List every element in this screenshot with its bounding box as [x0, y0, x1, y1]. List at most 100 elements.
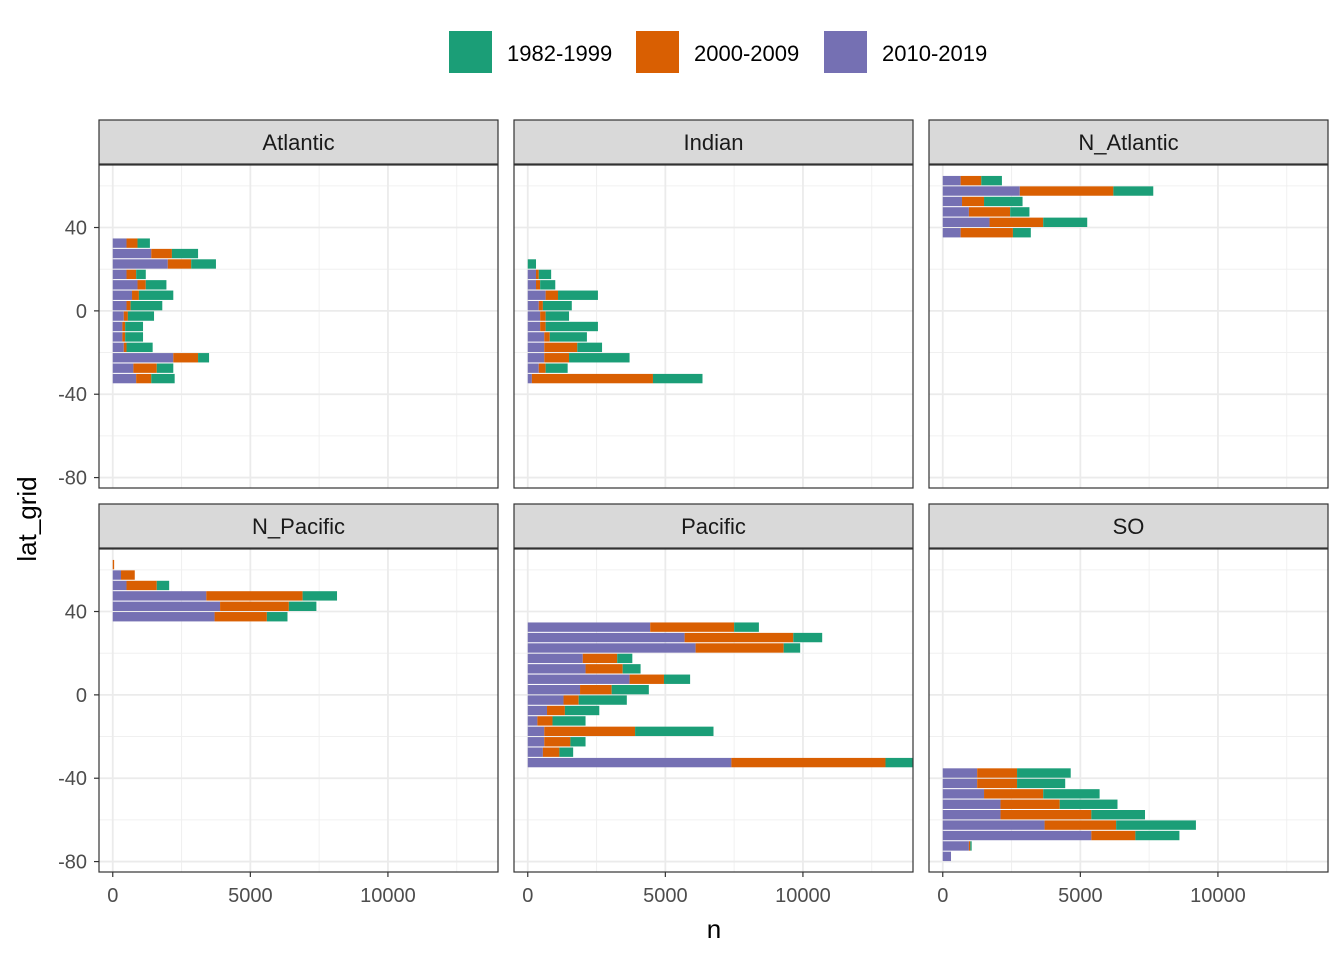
bar-N_Atlantic-37.5-2000-2009 [960, 228, 1013, 238]
x-tick-label: 0 [937, 885, 948, 907]
bar-Indian--12.5-1982-1999 [549, 332, 587, 342]
bar-N_Atlantic-37.5-1982-1999 [1012, 228, 1031, 238]
panel-border-Pacific [513, 548, 914, 873]
bar-Indian--27.5-2010-2019 [527, 363, 539, 373]
bar-N_Atlantic-42.5-2000-2009 [989, 217, 1044, 227]
y-tick-label: -80 [58, 852, 87, 874]
bar-Atlantic--12.5-2000-2009 [122, 332, 126, 342]
bar-Atlantic--27.5-2000-2009 [133, 363, 157, 373]
bar-Indian--17.5-1982-1999 [577, 342, 603, 353]
bar-Pacific-27.5-1982-1999 [793, 632, 823, 643]
bar-N_Atlantic-47.5-2010-2019 [942, 207, 969, 217]
legend-label-2010-2019: 2010-2019 [882, 41, 987, 66]
bar-Indian-2.5-2010-2019 [527, 300, 539, 311]
bar-SO--57.5-2000-2009 [1000, 810, 1092, 820]
bar-SO--42.5-2010-2019 [942, 778, 978, 789]
bar-Indian-7.5-2010-2019 [527, 290, 546, 300]
panel-N_Pacific: N_Pacific [98, 503, 499, 873]
x-tick-label: 0 [107, 885, 118, 907]
bar-Indian-12.5-2010-2019 [527, 280, 537, 290]
bar-Pacific-12.5-2000-2009 [585, 664, 623, 674]
bar-Atlantic-32.5-2010-2019 [112, 238, 127, 248]
bar-N_Atlantic-52.5-1982-1999 [984, 196, 1023, 207]
bar-Pacific--27.5-2010-2019 [527, 747, 543, 757]
strip-Pacific [513, 503, 914, 549]
bar-N_Atlantic-62.5-1982-1999 [981, 175, 1002, 186]
bar-Pacific--22.5-2010-2019 [527, 737, 545, 747]
bar-N_Atlantic-62.5-2000-2009 [960, 175, 982, 186]
bar-N_Atlantic-57.5-1982-1999 [1113, 186, 1154, 196]
bar-SO--47.5-2000-2009 [984, 789, 1044, 799]
x-tick-label: 10000 [775, 885, 831, 907]
bar-Pacific--22.5-1982-1999 [570, 737, 586, 747]
gridlines-Atlantic [99, 165, 498, 488]
bar-Atlantic--22.5-2000-2009 [173, 353, 199, 363]
bar-Atlantic-12.5-2000-2009 [137, 280, 146, 290]
bar-Atlantic-17.5-1982-1999 [136, 269, 146, 280]
bar-Pacific-7.5-1982-1999 [663, 674, 691, 684]
strip-Indian [513, 119, 914, 165]
y-tick-label: -40 [58, 768, 87, 790]
gridlines-SO [929, 549, 1328, 872]
bar-Indian-2.5-2000-2009 [538, 300, 543, 311]
bar-Pacific-22.5-2010-2019 [527, 643, 696, 653]
panel-Atlantic: Atlantic [98, 119, 499, 489]
bar-Pacific--12.5-2010-2019 [527, 716, 538, 726]
bar-Indian-12.5-2000-2009 [536, 280, 541, 290]
y-tick-label: 0 [76, 685, 87, 707]
x-tick-label: 5000 [643, 885, 688, 907]
bar-SO--52.5-1982-1999 [1059, 799, 1118, 809]
panel-SO: SO [928, 503, 1329, 873]
gridlines-Pacific [514, 549, 913, 872]
bar-Indian-17.5-2010-2019 [527, 269, 537, 280]
bar-SO--37.5-1982-1999 [1017, 768, 1071, 778]
bar-Indian--32.5-1982-1999 [652, 373, 703, 384]
bar-N_Atlantic-37.5-2010-2019 [942, 228, 961, 238]
bar-N_Atlantic-52.5-2000-2009 [962, 196, 985, 207]
bar-Pacific-2.5-2000-2009 [580, 684, 612, 695]
bar-N_Atlantic-42.5-1982-1999 [1043, 217, 1088, 227]
y-tick-label: 40 [65, 218, 87, 240]
legend-key-2010-2019 [824, 31, 867, 73]
legend-label-1982-1999: 1982-1999 [507, 41, 612, 66]
strip-label-Pacific: Pacific [681, 514, 746, 539]
bar-Atlantic--12.5-1982-1999 [125, 332, 144, 342]
x-tick-label: 10000 [360, 885, 416, 907]
bar-Pacific--17.5-2010-2019 [527, 726, 545, 737]
bar-Indian--22.5-1982-1999 [569, 353, 630, 363]
strip-label-SO: SO [1113, 514, 1145, 539]
bar-Pacific--32.5-1982-1999 [885, 757, 913, 768]
bar-N_Pacific-57.5-2000-2009 [121, 570, 135, 580]
strip-label-N_Pacific: N_Pacific [252, 514, 345, 539]
bar-SO--67.5-2010-2019 [942, 830, 1092, 841]
bar-Indian-17.5-2000-2009 [536, 269, 539, 280]
plot-area-Atlantic [99, 165, 498, 488]
bar-Pacific-32.5-2010-2019 [527, 622, 651, 632]
legend-key-2000-2009 [636, 31, 679, 73]
bar-Indian--2.5-2000-2009 [540, 311, 546, 321]
bar-SO--42.5-1982-1999 [1017, 778, 1066, 789]
bar-Pacific--17.5-2000-2009 [544, 726, 636, 737]
bar-Atlantic--7.5-2010-2019 [112, 321, 123, 332]
bar-N_Atlantic-57.5-2000-2009 [1019, 186, 1114, 196]
bar-Atlantic-32.5-1982-1999 [137, 238, 150, 248]
bar-Indian--32.5-2000-2009 [531, 373, 653, 384]
bar-N_Pacific-37.5-2000-2009 [214, 612, 267, 622]
bar-Atlantic--2.5-2000-2009 [123, 311, 128, 321]
panel-Indian: Indian [513, 119, 914, 489]
bar-SO--37.5-2000-2009 [977, 768, 1018, 778]
bar-N_Pacific-47.5-2010-2019 [112, 591, 207, 601]
bar-Pacific--7.5-1982-1999 [564, 705, 600, 716]
bar-Indian-7.5-2000-2009 [545, 290, 559, 300]
bar-Indian--27.5-2000-2009 [538, 363, 546, 373]
bar-SO--62.5-2000-2009 [1044, 820, 1117, 830]
bar-SO--52.5-2000-2009 [1000, 799, 1060, 809]
bar-N_Pacific-47.5-2000-2009 [206, 591, 303, 601]
bar-Pacific-12.5-1982-1999 [622, 664, 641, 674]
bar-SO--62.5-2010-2019 [942, 820, 1045, 830]
bar-N_Pacific-37.5-2010-2019 [112, 612, 215, 622]
legend: 1982-1999 2000-2009 2010-2019 [449, 31, 987, 73]
bar-N_Pacific-52.5-1982-1999 [156, 580, 170, 591]
bar-N_Atlantic-47.5-1982-1999 [1010, 207, 1030, 217]
bar-Indian--27.5-1982-1999 [545, 363, 568, 373]
